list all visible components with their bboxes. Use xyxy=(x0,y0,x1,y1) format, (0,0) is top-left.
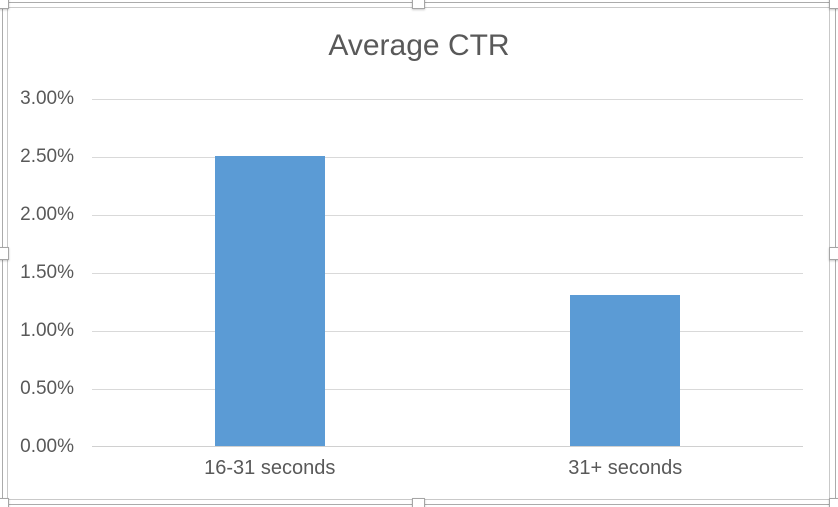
y-tick-label[interactable]: 2.50% xyxy=(20,146,74,167)
chart-title[interactable]: Average CTR xyxy=(328,29,510,62)
resize-handle-bottom-center[interactable] xyxy=(412,497,425,507)
plot-area xyxy=(92,99,803,447)
gridline-1.00% xyxy=(92,331,803,332)
y-tick-label[interactable]: 1.50% xyxy=(20,262,74,283)
y-tick-label[interactable]: 2.00% xyxy=(20,204,74,225)
resize-handle-mid-left[interactable] xyxy=(0,246,9,260)
x-category-label[interactable]: 31+ seconds xyxy=(568,457,683,479)
y-tick-label[interactable]: 0.50% xyxy=(20,378,74,399)
resize-handle-bottom-left[interactable] xyxy=(0,497,9,507)
resize-handle-top-center[interactable] xyxy=(412,0,425,9)
gridline-1.50% xyxy=(92,273,803,274)
gridline-2.50% xyxy=(92,157,803,158)
y-tick-label[interactable]: 1.00% xyxy=(20,320,74,341)
resize-handle-mid-right[interactable] xyxy=(828,246,838,260)
y-tick-label[interactable]: 0.00% xyxy=(20,436,74,457)
bar-31-seconds[interactable] xyxy=(570,295,681,446)
x-axis-line xyxy=(92,446,803,447)
y-tick-label[interactable]: 3.00% xyxy=(20,88,74,109)
gridline-2.00% xyxy=(92,215,803,216)
gridline-0.50% xyxy=(92,389,803,390)
x-category-label[interactable]: 16-31 seconds xyxy=(204,457,336,479)
gridline-3.00% xyxy=(92,99,803,100)
resize-handle-top-left[interactable] xyxy=(0,0,9,9)
resize-handle-top-right[interactable] xyxy=(828,0,838,9)
bar-16-31-seconds[interactable] xyxy=(214,156,325,446)
resize-handle-bottom-right[interactable] xyxy=(828,497,838,507)
